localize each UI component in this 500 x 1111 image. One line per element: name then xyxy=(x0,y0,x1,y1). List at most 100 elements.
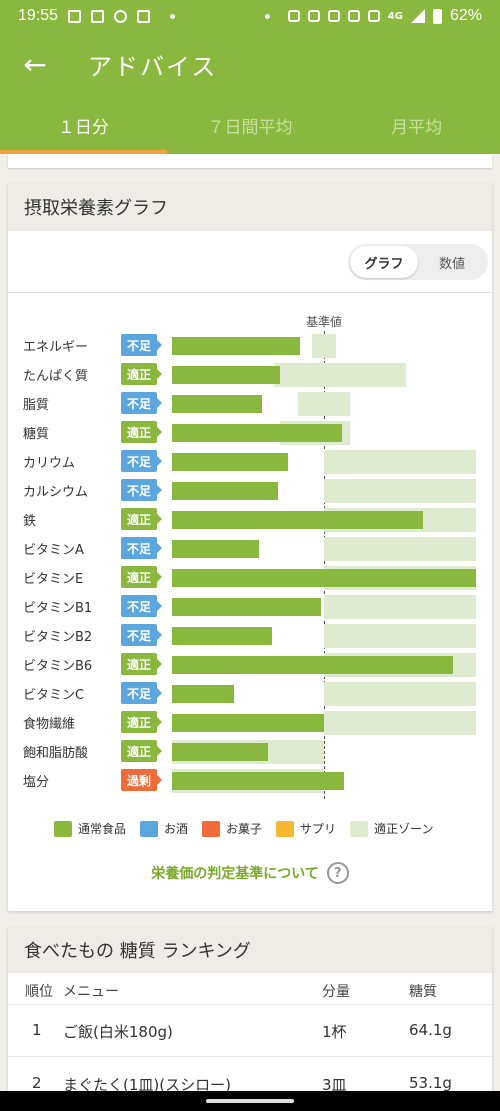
legend-label: お酒 xyxy=(164,822,189,836)
previous-card-edge xyxy=(8,154,492,168)
nutrient-bar-chart: 基準値 エネルギー 不足 たんぱく質 適正 脂質 不足 糖質 適正 カリウム 不足 カルシウム 不足鉄… xyxy=(8,293,492,799)
badge-pointer xyxy=(157,775,162,785)
nutrient-row: 鉄 適正 xyxy=(8,505,492,534)
amount-cell: 3皿 xyxy=(322,1076,347,1094)
nutrient-label: 塩分 xyxy=(23,775,50,790)
values-toggle-button[interactable]: 数値 xyxy=(438,256,465,272)
nutrient-label: 糖質 xyxy=(23,427,50,442)
nutrient-label: ビタミンB1 xyxy=(23,601,93,616)
legend-label: サプリ xyxy=(300,822,337,836)
graph-toggle-button[interactable]: グラフ xyxy=(350,246,418,278)
nutrient-label: ビタミンA xyxy=(23,543,84,558)
nutrient-label: たんぱく質 xyxy=(23,369,89,384)
appropriate-zone xyxy=(324,624,476,648)
nutrient-graph-title: 摂取栄養素グラフ xyxy=(8,183,492,231)
appropriate-zone xyxy=(273,363,407,387)
status-badge: 不足 xyxy=(121,392,162,414)
legend-item: 通常食品 xyxy=(54,820,126,837)
badge-pointer xyxy=(157,572,162,582)
status-badge: 適正 xyxy=(121,421,162,443)
intake-bar xyxy=(172,772,344,790)
appropriate-zone xyxy=(298,392,350,416)
status-bar: 19:55 4G 62% xyxy=(0,0,500,32)
badge-pointer xyxy=(157,427,162,437)
badge-pointer xyxy=(157,369,162,379)
nutrient-label: 鉄 xyxy=(23,514,37,529)
intake-bar xyxy=(172,424,343,442)
alarm-icon xyxy=(287,10,300,22)
period-tabs: １日分 ７日間平均 月平均 xyxy=(0,96,500,154)
status-badge: 不足 xyxy=(121,479,162,501)
intake-bar xyxy=(172,395,262,413)
home-gesture-handle[interactable] xyxy=(206,1099,294,1103)
status-badge: 不足 xyxy=(121,334,162,356)
ranking-card: 食べたもの 糖質 ランキング 順位 メニュー 分量 糖質 1 ご飯(白米180g… xyxy=(8,927,492,1111)
nutrient-row: カルシウム 不足 xyxy=(8,476,492,505)
status-badge: 適正 xyxy=(121,653,162,675)
amount-header: 分量 xyxy=(322,984,350,1000)
badge-pointer xyxy=(157,601,162,611)
badge-pointer xyxy=(157,746,162,756)
battery-percent: 62% xyxy=(449,7,482,24)
ranking-header-row: 順位 メニュー 分量 糖質 xyxy=(8,973,492,1005)
tab-seven-day-average[interactable]: ７日間平均 xyxy=(207,117,293,138)
rank-header: 順位 xyxy=(25,984,53,1000)
app-notification-icon xyxy=(114,9,128,23)
legend-swatch xyxy=(276,820,295,837)
tab-monthly-average[interactable]: 月平均 xyxy=(391,117,443,138)
intake-bar xyxy=(172,482,279,500)
nutrient-row: 飽和脂肪酸 適正 xyxy=(8,737,492,766)
legend-label: お菓子 xyxy=(226,822,263,836)
ranking-title: 食べたもの 糖質 ランキング xyxy=(8,927,492,973)
network-type: 4G xyxy=(387,10,403,22)
nutrient-label: ビタミンC xyxy=(23,688,85,703)
nutrient-label: ビタミンE xyxy=(23,572,84,587)
status-badge: 適正 xyxy=(121,363,162,385)
nutrient-row: エネルギー 不足 xyxy=(8,331,492,360)
intake-bar xyxy=(172,569,476,587)
intake-bar xyxy=(172,656,454,674)
badge-pointer xyxy=(157,659,162,669)
badge-pointer xyxy=(157,485,162,495)
badge-pointer xyxy=(157,717,162,727)
appropriate-zone xyxy=(324,682,476,706)
badge-pointer xyxy=(157,456,162,466)
status-icons: 4G 62% xyxy=(255,7,482,25)
status-badge: 不足 xyxy=(121,595,162,617)
help-icon[interactable]: ? xyxy=(326,862,349,884)
intake-bar xyxy=(172,627,273,645)
nutrient-graph-card: 摂取栄養素グラフ グラフ 数値 基準値 エネルギー 不足 たんぱく質 適正 脂質 不足 糖質… xyxy=(8,183,492,911)
criteria-link[interactable]: 栄養価の判定基準について ? xyxy=(8,862,492,884)
lte-icon xyxy=(367,10,380,22)
divider xyxy=(8,292,492,293)
arrow-left-icon[interactable]: ← xyxy=(23,47,47,81)
more-notifications-icon xyxy=(170,13,176,19)
legend-item: サプリ xyxy=(276,820,336,837)
intake-bar xyxy=(172,743,268,761)
page-title: アドバイス xyxy=(88,52,218,81)
nutrient-row: 脂質 不足 xyxy=(8,389,492,418)
badge-pointer xyxy=(157,688,162,698)
appropriate-zone xyxy=(324,450,476,474)
menu-header: メニュー xyxy=(63,984,119,1000)
tab-one-day[interactable]: １日分 xyxy=(0,96,167,154)
badge-pointer xyxy=(157,630,162,640)
value-cell: 53.1g xyxy=(409,1074,452,1092)
table-row[interactable]: 1 ご飯(白米180g) 1杯 64.1g xyxy=(8,1005,492,1057)
status-badge: 不足 xyxy=(121,624,162,646)
phone-notification-icon xyxy=(91,9,105,23)
status-badge: 適正 xyxy=(121,740,162,762)
nutrient-row: 食物繊維 適正 xyxy=(8,708,492,737)
vibrate-icon xyxy=(327,10,340,22)
status-badge: 適正 xyxy=(121,711,162,733)
bluetooth-icon xyxy=(307,10,320,22)
appropriate-zone xyxy=(324,537,476,561)
nutrient-row: ビタミンB6 適正 xyxy=(8,650,492,679)
nutrient-label: ビタミンB6 xyxy=(23,659,93,674)
status-badge: 適正 xyxy=(121,508,162,530)
menu-cell: まぐたく(1皿)(スシロー) xyxy=(63,1076,231,1094)
nutrient-label: 脂質 xyxy=(23,398,50,413)
legend-label: 通常食品 xyxy=(78,822,127,836)
value-header: 糖質 xyxy=(409,984,437,1000)
nutrient-row: ビタミンA 不足 xyxy=(8,534,492,563)
